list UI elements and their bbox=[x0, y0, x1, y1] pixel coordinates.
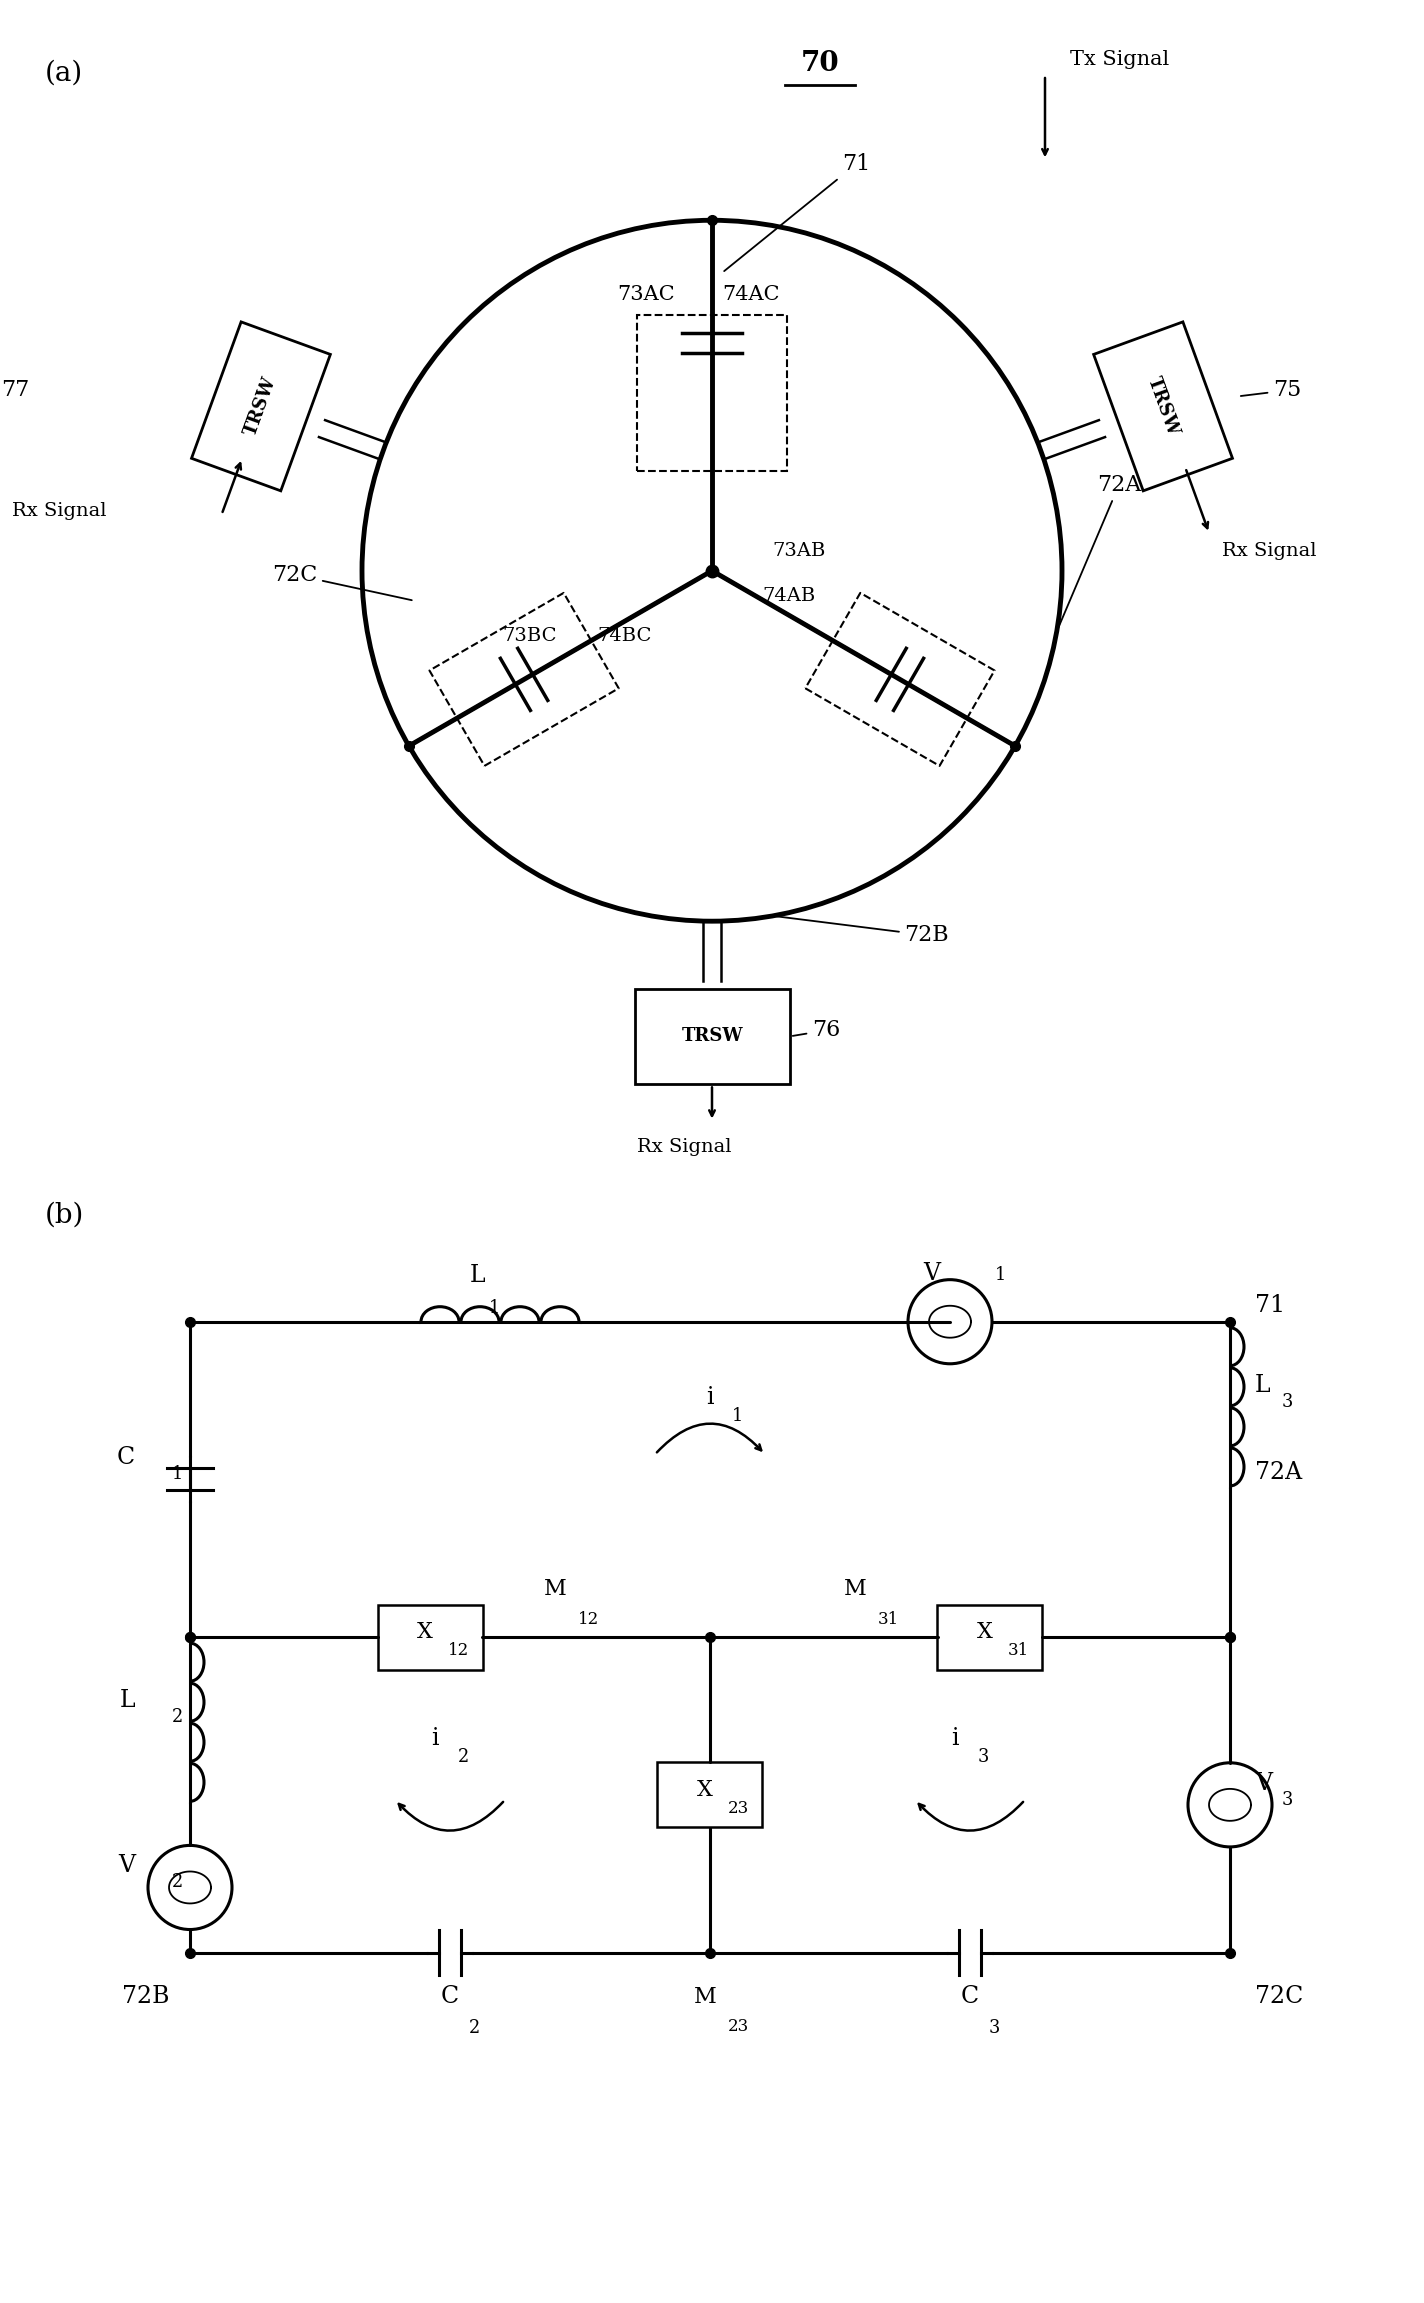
Text: X: X bbox=[417, 1621, 433, 1642]
Text: V: V bbox=[118, 1854, 135, 1877]
Text: i: i bbox=[706, 1386, 713, 1409]
Text: i: i bbox=[431, 1727, 439, 1750]
Bar bbox=[377, 1605, 483, 1670]
Text: 12: 12 bbox=[449, 1642, 470, 1658]
Polygon shape bbox=[635, 988, 789, 1085]
Bar bbox=[937, 1605, 1042, 1670]
Text: X: X bbox=[977, 1621, 993, 1642]
Polygon shape bbox=[191, 322, 330, 491]
Text: 3: 3 bbox=[988, 2020, 1000, 2038]
Text: 72B: 72B bbox=[776, 917, 950, 947]
Text: Rx Signal: Rx Signal bbox=[11, 502, 107, 520]
Text: 72B: 72B bbox=[122, 1985, 169, 2008]
Text: L: L bbox=[120, 1688, 135, 1711]
Text: X: X bbox=[698, 1778, 713, 1801]
Text: C: C bbox=[961, 1985, 980, 2008]
Text: 71: 71 bbox=[1255, 1294, 1284, 1317]
Text: 3: 3 bbox=[1282, 1792, 1293, 1808]
Text: TRSW: TRSW bbox=[681, 1027, 743, 1046]
Text: TRSW: TRSW bbox=[1143, 375, 1182, 438]
Circle shape bbox=[148, 1845, 232, 1930]
Text: Tx Signal: Tx Signal bbox=[1069, 51, 1169, 69]
Text: 74AB: 74AB bbox=[762, 587, 816, 606]
Text: C: C bbox=[117, 1446, 135, 1469]
Text: 73AB: 73AB bbox=[772, 541, 826, 560]
Text: 1: 1 bbox=[172, 1465, 184, 1483]
Text: L: L bbox=[1255, 1375, 1270, 1398]
Text: 76: 76 bbox=[793, 1020, 840, 1041]
Text: 70: 70 bbox=[800, 51, 839, 76]
Text: M: M bbox=[693, 1985, 716, 2008]
Text: 73AC: 73AC bbox=[617, 286, 675, 304]
Text: i: i bbox=[951, 1727, 958, 1750]
Text: 73BC: 73BC bbox=[503, 626, 557, 645]
Polygon shape bbox=[1094, 322, 1233, 491]
Text: 74AC: 74AC bbox=[722, 286, 779, 304]
Text: 23: 23 bbox=[728, 2017, 749, 2036]
Text: Rx Signal: Rx Signal bbox=[1222, 541, 1317, 560]
Text: V: V bbox=[1255, 1771, 1272, 1794]
Text: 74BC: 74BC bbox=[597, 626, 651, 645]
Circle shape bbox=[1188, 1762, 1272, 1847]
Text: M: M bbox=[843, 1578, 866, 1601]
Text: C: C bbox=[441, 1985, 459, 2008]
Text: 72A: 72A bbox=[1255, 1462, 1302, 1485]
Text: M: M bbox=[544, 1578, 567, 1601]
Text: 31: 31 bbox=[879, 1610, 899, 1628]
Text: 2: 2 bbox=[172, 1709, 184, 1727]
Text: (b): (b) bbox=[46, 1202, 84, 1227]
Text: 1: 1 bbox=[488, 1299, 500, 1317]
Circle shape bbox=[909, 1280, 993, 1363]
Text: 3: 3 bbox=[978, 1748, 990, 1766]
Text: TRSW: TRSW bbox=[242, 375, 281, 438]
Text: 1: 1 bbox=[995, 1267, 1007, 1283]
Text: 23: 23 bbox=[728, 1801, 749, 1817]
Text: 77: 77 bbox=[1, 380, 30, 401]
Text: 2: 2 bbox=[468, 2020, 480, 2038]
Text: 1: 1 bbox=[732, 1407, 743, 1426]
Text: 72C: 72C bbox=[1255, 1985, 1303, 2008]
Text: 12: 12 bbox=[578, 1610, 600, 1628]
Text: (a): (a) bbox=[46, 60, 83, 88]
Text: 72A: 72A bbox=[1058, 474, 1141, 629]
Text: 3: 3 bbox=[1282, 1393, 1293, 1412]
Text: V: V bbox=[923, 1262, 940, 1285]
Bar bbox=[658, 1762, 762, 1826]
Text: L: L bbox=[470, 1264, 486, 1287]
Text: Rx Signal: Rx Signal bbox=[637, 1138, 732, 1156]
Text: 31: 31 bbox=[1008, 1642, 1030, 1658]
Text: 71: 71 bbox=[725, 154, 870, 272]
Text: 2: 2 bbox=[459, 1748, 470, 1766]
Text: 2: 2 bbox=[172, 1872, 184, 1891]
Text: 75: 75 bbox=[1240, 380, 1302, 401]
Text: 72C: 72C bbox=[272, 564, 412, 601]
